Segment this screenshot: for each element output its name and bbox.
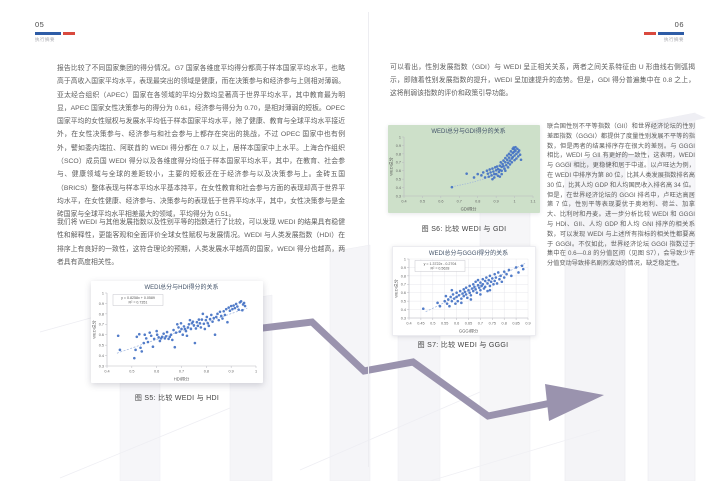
left-paragraph-1: 报告比较了不同国家集团的得分情况。G7 国家各维度平均得分都高于样本国家平均水平…: [57, 65, 345, 219]
svg-text:0.55: 0.55: [441, 322, 448, 326]
svg-text:0.7: 0.7: [396, 161, 401, 165]
svg-text:GGGI得分: GGGI得分: [459, 328, 479, 335]
svg-text:0.8: 0.8: [475, 200, 480, 204]
right-paragraph-2: 联合国性别不平等指数（GII）和世界经济论坛的性别差距指数（GGGI）都提供了度…: [547, 123, 695, 268]
svg-text:0.9: 0.9: [525, 322, 530, 326]
left-paragraph-2: 我们将 WEDI 与其他发展指数以及性别平等的指数进行了比较，可以发现 WEDI…: [57, 219, 345, 266]
right-paragraph-1: 可以看出，性别发展指数（GDI）与 WEDI 呈正相关关系，两者之间关系特征由 …: [390, 64, 695, 97]
svg-text:0.6: 0.6: [454, 322, 459, 326]
svg-text:0.4: 0.4: [401, 308, 406, 312]
svg-text:WEDI总分: WEDI总分: [91, 320, 97, 338]
page-right-header: 06 执行摘要: [644, 20, 684, 43]
svg-text:1: 1: [514, 200, 516, 204]
svg-text:0.4: 0.4: [99, 354, 104, 358]
svg-text:0.6: 0.6: [99, 333, 104, 337]
svg-text:0.5: 0.5: [401, 300, 406, 304]
svg-text:0.3: 0.3: [401, 316, 406, 320]
scatter-chart-wedi-gggi: 0.4 0.45 0.5 0.55 0.6 0.65 0.7 0.75 0.8 0.85 0.9 0.…: [393, 247, 535, 335]
svg-text:y = 0.8258x + 0.0589: y = 0.8258x + 0.0589: [121, 296, 155, 300]
svg-text:R² = 0.5628: R² = 0.5628: [431, 267, 450, 271]
svg-text:0.8: 0.8: [401, 274, 406, 278]
rule-blue-segment: [658, 32, 684, 35]
rule-blue-segment: [35, 32, 61, 35]
svg-text:0.9: 0.9: [401, 266, 406, 270]
svg-text:0.5: 0.5: [129, 370, 134, 374]
svg-text:0.75: 0.75: [489, 322, 496, 326]
svg-text:1: 1: [102, 291, 104, 295]
rule-red-segment: [644, 32, 656, 35]
svg-text:1: 1: [255, 370, 257, 374]
svg-text:0.8: 0.8: [204, 370, 209, 374]
svg-text:HDI得分: HDI得分: [174, 376, 190, 383]
svg-text:1: 1: [404, 257, 406, 261]
svg-text:0.6: 0.6: [154, 370, 159, 374]
svg-text:0.6: 0.6: [396, 169, 401, 173]
svg-text:WEDI总分与HDI得分的关系: WEDI总分与HDI得分的关系: [145, 283, 219, 291]
figure-s5-card: 0.4 0.5 0.6 0.7 0.8 0.9 1 0.3 0.4 0.5 0.6 0.7 0.8 0.9…: [91, 281, 263, 383]
figure-s6-caption: 图 S6: 比较 WEDI 与 GDI: [421, 226, 507, 233]
svg-text:0.7: 0.7: [99, 323, 104, 327]
figure-s7-caption: 图 S7: 比较 WEDI 与 GGGI: [417, 342, 509, 349]
figure-s5-caption: 图 S5: 比较 WEDI 与 HDI: [134, 395, 220, 402]
svg-text:WEDI总分与GGGI得分的关系: WEDI总分与GGGI得分的关系: [429, 249, 508, 257]
svg-text:0.9: 0.9: [229, 370, 234, 374]
scatter-chart-wedi-gdi: 0.4 0.5 0.6 0.7 0.8 0.9 1 1.1 0.3 0.4 0.5 0.6 0.7 0.8…: [388, 125, 540, 213]
svg-text:1: 1: [399, 135, 401, 139]
svg-text:0.6: 0.6: [401, 291, 406, 295]
svg-text:0.7: 0.7: [401, 283, 406, 287]
svg-text:0.85: 0.85: [512, 322, 519, 326]
page-gutter-divider: [368, 12, 369, 467]
svg-text:0.9: 0.9: [99, 302, 104, 306]
header-rule-right: [644, 32, 684, 35]
svg-text:0.3: 0.3: [99, 364, 104, 368]
svg-text:WEDI总分: WEDI总分: [388, 157, 394, 175]
svg-text:0.7: 0.7: [478, 322, 483, 326]
svg-text:0.5: 0.5: [99, 344, 104, 348]
svg-text:0.7: 0.7: [457, 200, 462, 204]
svg-text:WEDI总分与GDI得分的关系: WEDI总分与GDI得分的关系: [431, 127, 505, 135]
svg-text:WEDI总分: WEDI总分: [393, 279, 399, 297]
svg-text:0.5: 0.5: [430, 322, 435, 326]
page-number-left: 05: [35, 20, 45, 29]
svg-text:0.8: 0.8: [396, 152, 401, 156]
svg-text:0.5: 0.5: [396, 178, 401, 182]
svg-text:R² = 0.7351: R² = 0.7351: [129, 301, 148, 305]
svg-text:0.4: 0.4: [406, 322, 411, 326]
svg-text:GDI得分: GDI得分: [461, 206, 478, 213]
svg-text:0.45: 0.45: [417, 322, 424, 326]
svg-text:0.8: 0.8: [502, 322, 507, 326]
figure-s6-card: 0.4 0.5 0.6 0.7 0.8 0.9 1 1.1 0.3 0.4 0.5 0.6 0.7 0.8…: [388, 125, 540, 213]
svg-text:0.8: 0.8: [99, 312, 104, 316]
svg-text:0.4: 0.4: [401, 200, 406, 204]
svg-text:0.6: 0.6: [438, 200, 443, 204]
trend-arrow-graphic: [237, 318, 604, 421]
header-rule-left: [35, 32, 75, 35]
svg-text:0.7: 0.7: [179, 370, 184, 374]
svg-text:0.9: 0.9: [396, 144, 401, 148]
figure-s7-card: 0.4 0.45 0.5 0.55 0.6 0.65 0.7 0.75 0.8 0.85 0.9 0.…: [392, 246, 536, 336]
rule-red-segment: [63, 32, 75, 35]
section-label-left: 执行摘要: [35, 36, 55, 42]
svg-text:0.5: 0.5: [420, 200, 425, 204]
svg-text:y = 1.3722x - 0.2704: y = 1.3722x - 0.2704: [424, 262, 457, 266]
svg-text:1.1: 1.1: [530, 200, 535, 204]
page-left-header: 05 执行摘要: [35, 20, 75, 43]
svg-text:0.9: 0.9: [494, 200, 499, 204]
scatter-chart-wedi-hdi: 0.4 0.5 0.6 0.7 0.8 0.9 1 0.3 0.4 0.5 0.6 0.7 0.8 0.9…: [91, 281, 263, 383]
svg-text:0.4: 0.4: [396, 186, 401, 190]
section-label-right: 执行摘要: [664, 36, 684, 42]
svg-text:0.65: 0.65: [465, 322, 472, 326]
svg-text:0.4: 0.4: [104, 370, 109, 374]
svg-text:0.3: 0.3: [396, 194, 401, 198]
page-number-right: 06: [674, 20, 684, 29]
